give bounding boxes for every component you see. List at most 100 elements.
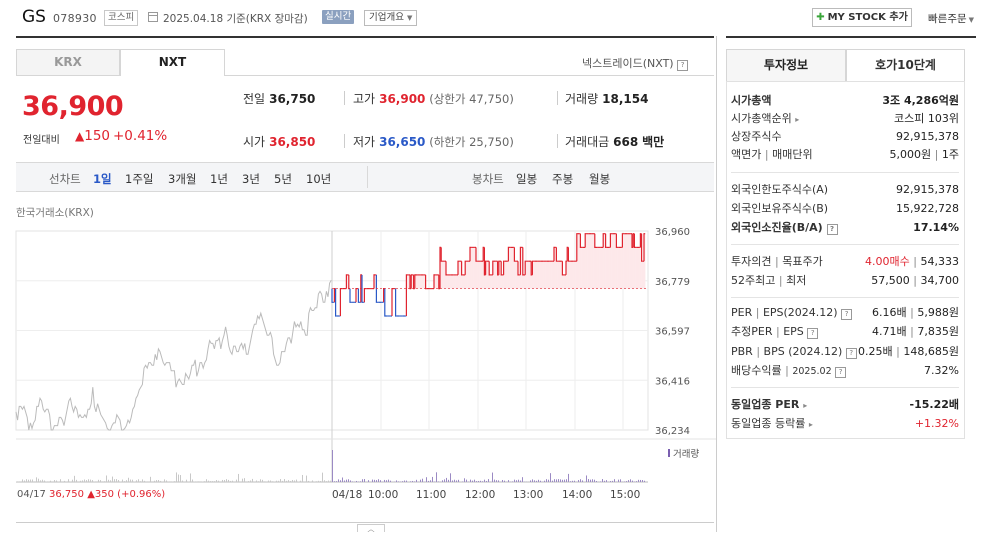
volume-bar <box>308 481 309 482</box>
volume-bar <box>498 480 499 482</box>
volume-bar <box>446 478 447 482</box>
volume-bar <box>420 480 421 482</box>
help-icon[interactable]: ? <box>846 348 857 359</box>
help-icon[interactable]: ? <box>841 309 852 320</box>
par-value: 5,000원 <box>890 148 932 161</box>
volume-bar <box>166 480 167 482</box>
volume-bar <box>476 481 477 482</box>
prev-day-date: 04/17 <box>17 489 46 500</box>
volume-bar <box>530 480 531 482</box>
volume-bar <box>328 481 329 482</box>
chevron-right-icon: ▸ <box>795 115 799 124</box>
row-industry-per[interactable]: 동일업종 PER ▸-15.22배 <box>731 397 959 413</box>
fill-slice <box>634 247 635 288</box>
ind-rate-label-group: 동일업종 등락률 ▸ <box>731 416 813 433</box>
fill-slice <box>484 275 485 289</box>
mystock-add-button[interactable]: ✚MY STOCK 추가 <box>812 8 912 27</box>
tab-investment-info[interactable]: 투자정보 <box>726 49 846 81</box>
fill-slice <box>608 247 609 288</box>
series-step <box>606 234 607 248</box>
series-step <box>441 247 442 261</box>
x-tick-label: 13:00 <box>513 489 543 501</box>
fill-slice <box>448 275 449 289</box>
ind-per-label: 동일업종 PER <box>731 398 799 411</box>
fill-slice <box>621 247 622 288</box>
market-cap-value: 3조 4,286억원 <box>882 93 959 109</box>
eps-label: EPS(2024.12) <box>763 306 838 319</box>
fill-slice <box>537 261 538 288</box>
row-rank[interactable]: 시가총액순위 ▸코스피 103위 <box>731 111 959 127</box>
volume-bar <box>426 477 427 482</box>
series-step <box>634 234 635 248</box>
y-tick-label: 36,416 <box>655 376 690 387</box>
help-icon[interactable]: ? <box>835 367 846 378</box>
volume-bar <box>26 479 27 482</box>
opinion-value-group: 4.00매수 | 54,333 <box>865 254 959 270</box>
fill-slice <box>592 234 593 289</box>
x-tick-label: 04/18 <box>332 489 362 501</box>
help-icon[interactable]: ? <box>807 328 818 339</box>
tab-orderbook-10[interactable]: 호가10단계 <box>846 49 965 81</box>
fill-slice <box>498 275 499 289</box>
collapse-toggle[interactable]: ︿ <box>357 524 385 532</box>
x-tick-label: 14:00 <box>562 489 592 501</box>
volume-bar <box>640 480 641 482</box>
volume-bar <box>280 479 281 482</box>
fill-slice <box>492 275 493 289</box>
chevron-right-icon: ▸ <box>809 420 813 429</box>
volume-bar <box>170 481 171 482</box>
fill-slice <box>626 234 627 289</box>
fill-slice <box>544 261 545 288</box>
fill-slice <box>553 261 554 288</box>
volume-bar <box>470 480 471 482</box>
volume-bar <box>344 480 345 482</box>
quick-order-label: 빠른주문 <box>928 13 967 25</box>
fill-slice <box>639 247 640 288</box>
separator <box>731 297 959 298</box>
volume-bar <box>544 481 545 482</box>
volume-bar <box>508 480 509 482</box>
volume-bar <box>86 480 87 482</box>
fill-slice <box>441 261 442 288</box>
ind-per-label-group: 동일업종 PER ▸ <box>731 397 807 414</box>
fill-slice <box>480 261 481 288</box>
volume-bar <box>480 481 481 482</box>
volume-bar <box>606 480 607 482</box>
volume-bar <box>348 479 349 482</box>
series-step <box>350 289 351 303</box>
fill-slice <box>464 275 465 289</box>
series-step <box>568 247 569 261</box>
volume-bar <box>146 481 147 482</box>
volume-bar <box>380 480 381 482</box>
volume-bar <box>478 481 479 482</box>
per-label: PER <box>731 306 752 319</box>
volume-bar <box>80 481 81 482</box>
volume-bar <box>360 481 361 482</box>
fill-slice <box>540 261 541 288</box>
volume-bar <box>212 481 213 482</box>
prev-day-info: 36,750 ▲350 (+0.96%) <box>49 489 165 500</box>
quick-order-button[interactable]: 빠른주문▼ <box>928 11 974 26</box>
row-industry-rate[interactable]: 동일업종 등락률 ▸+1.32% <box>731 416 959 432</box>
volume-bar <box>156 480 157 482</box>
volume-bar <box>532 479 533 482</box>
volume-bar <box>462 481 463 482</box>
volume-bar <box>620 479 621 482</box>
est-per-label-group: 추정PER | EPS ? <box>731 324 818 340</box>
series-step <box>476 247 477 261</box>
volume-bar <box>636 481 637 482</box>
volume-bar <box>634 481 635 482</box>
fill-slice <box>512 247 513 288</box>
volume-bar <box>632 481 633 482</box>
fill-slice <box>620 247 621 288</box>
help-icon[interactable]: ? <box>827 224 838 235</box>
volume-bar <box>590 480 591 482</box>
pbr-label: PBR <box>731 345 753 358</box>
fill-slice <box>494 261 495 288</box>
volume-bar <box>40 480 41 482</box>
volume-bar <box>494 480 495 482</box>
volume-bar <box>32 480 33 482</box>
